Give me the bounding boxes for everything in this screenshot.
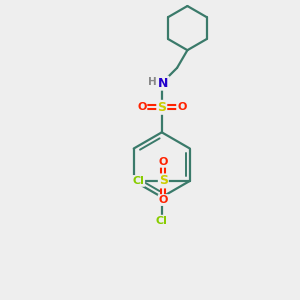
Text: Cl: Cl — [156, 216, 168, 226]
Text: O: O — [159, 195, 168, 205]
Text: S: S — [157, 101, 166, 114]
Text: O: O — [159, 157, 168, 167]
Text: Cl: Cl — [132, 176, 144, 186]
Text: O: O — [177, 102, 187, 112]
Text: H: H — [148, 77, 157, 87]
Text: S: S — [159, 174, 168, 188]
Text: N: N — [158, 77, 168, 90]
Text: O: O — [137, 102, 146, 112]
